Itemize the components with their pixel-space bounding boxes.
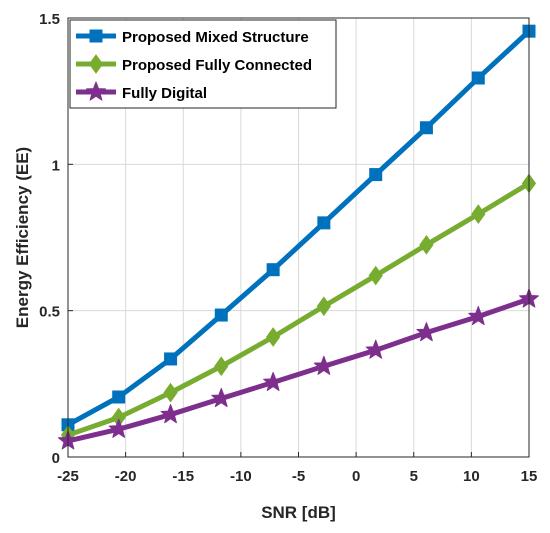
data-point-square xyxy=(112,390,126,404)
data-point-star xyxy=(108,418,129,438)
x-tick-label: 10 xyxy=(463,468,480,485)
series-line xyxy=(65,28,532,428)
data-point-square xyxy=(369,168,383,182)
data-point-diamond xyxy=(471,204,486,224)
x-tick-label: -10 xyxy=(230,468,252,485)
plot-frame xyxy=(67,17,530,458)
data-point-square xyxy=(317,216,331,230)
y-tick-label: 1.5 xyxy=(39,11,60,28)
data-point-star xyxy=(468,306,489,326)
data-point-star xyxy=(313,355,334,375)
legend-label: Fully Digital xyxy=(122,85,207,102)
y-tick-label: 0.5 xyxy=(39,304,60,321)
legend-entry: Fully Digital xyxy=(76,81,207,102)
y-tick-labels: 0 0.5 1 1.5 xyxy=(39,11,60,467)
y-tick-label: 1 xyxy=(52,157,60,174)
data-point-star xyxy=(365,339,386,359)
legend-label: Proposed Fully Connected xyxy=(122,57,312,74)
data-point-square xyxy=(164,352,178,366)
x-axis-title: SNR [dB] xyxy=(261,503,336,522)
legend-marker-star xyxy=(85,81,107,101)
data-point-diamond xyxy=(214,356,229,377)
data-point-star xyxy=(263,371,284,391)
legend-entry: Proposed Fully Connected xyxy=(76,54,312,74)
y-tick-label: 0 xyxy=(52,450,60,467)
y-axis-title: Energy Efficiency (EE) xyxy=(13,147,32,328)
data-point-star xyxy=(211,387,232,408)
series-line xyxy=(65,296,532,444)
x-tick-label: 0 xyxy=(352,468,360,485)
legend-entry: Proposed Mixed Structure xyxy=(76,29,309,46)
data-point-diamond xyxy=(419,234,434,255)
series-line xyxy=(65,180,532,438)
x-tick-label: -20 xyxy=(115,468,137,485)
x-tick-label: -25 xyxy=(57,468,79,485)
legend-marker-square xyxy=(89,29,103,43)
data-point-star xyxy=(160,404,181,424)
x-tick-labels: -25 -20 -15 -10 -5 0 5 10 15 xyxy=(57,468,537,485)
data-point-square xyxy=(419,121,433,135)
data-point-diamond xyxy=(368,265,383,286)
legend-marker-diamond xyxy=(88,54,104,74)
data-point-square xyxy=(471,71,485,85)
x-tick-label: -5 xyxy=(292,468,305,485)
x-tick-label: -15 xyxy=(172,468,194,485)
data-point-diamond xyxy=(316,296,331,317)
x-tick-label: 15 xyxy=(521,468,538,485)
x-tick-label: 5 xyxy=(410,468,418,485)
data-point-diamond xyxy=(266,327,281,347)
data-point-diamond xyxy=(163,382,178,403)
data-point-square xyxy=(266,263,280,277)
series-layer xyxy=(57,24,540,450)
legend-label: Proposed Mixed Structure xyxy=(122,29,309,46)
data-point-star xyxy=(416,322,437,342)
data-point-square xyxy=(214,308,228,322)
legend: Proposed Mixed Structure Proposed Fully C… xyxy=(69,19,337,109)
